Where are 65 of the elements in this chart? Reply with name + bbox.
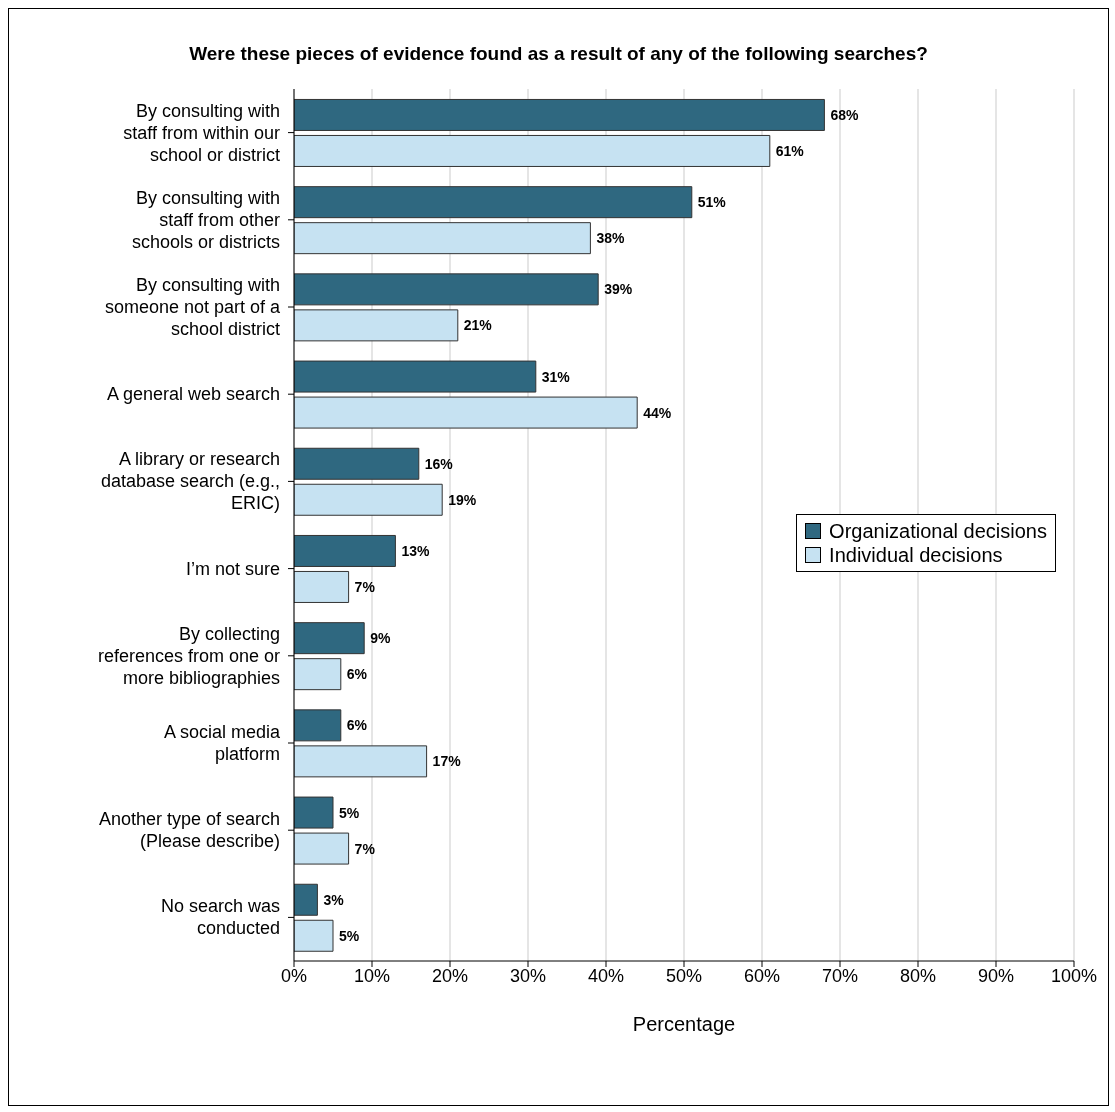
x-tick-label: 0% [280, 965, 308, 986]
data-label: 13% [401, 542, 430, 559]
bar [294, 222, 591, 255]
bar [294, 273, 599, 306]
data-label: 5% [339, 927, 360, 944]
x-tick-label: 50% [665, 965, 703, 986]
y-tick-label: A library or research database search (e.g., ERIC) [100, 449, 280, 514]
data-label: 38% [596, 230, 625, 247]
data-label: 9% [370, 630, 391, 647]
x-tick-label: 80% [899, 965, 937, 986]
bar [294, 98, 825, 131]
bar [294, 360, 537, 393]
x-tick-label: 60% [743, 965, 781, 986]
bar [294, 309, 459, 342]
bar [294, 745, 428, 778]
data-label: 6% [346, 717, 368, 734]
bar [294, 709, 342, 742]
y-tick-label: By consulting with staff from other schools or districts [131, 187, 280, 252]
bar [294, 570, 350, 603]
bar [294, 832, 350, 865]
data-label: 21% [463, 317, 493, 334]
x-tick-label: 10% [353, 965, 391, 986]
x-tick-label: 20% [431, 965, 469, 986]
data-label: 16% [424, 455, 454, 472]
data-label: 3% [323, 891, 345, 908]
data-label: 6% [346, 666, 368, 683]
data-label: 7% [354, 578, 376, 595]
x-tick-label: 70% [821, 965, 859, 986]
data-label: 7% [354, 840, 376, 857]
y-tick-label: A general web search [106, 384, 280, 405]
x-tick-label: 30% [509, 965, 547, 986]
bar [294, 186, 693, 219]
data-label: 68% [830, 106, 859, 123]
bar [294, 919, 334, 952]
legend-label: Organizational decisions [829, 519, 1047, 543]
y-tick-label: By collecting references from one or more bibliographies [97, 623, 280, 688]
data-label: 61% [775, 142, 805, 159]
data-label: 31% [541, 368, 571, 385]
y-tick-label: By consulting with someone not part of a school district [104, 275, 281, 339]
data-label: 51% [697, 194, 727, 211]
data-label: 17% [432, 753, 462, 770]
bar [294, 534, 396, 567]
bar [294, 796, 334, 829]
bar [294, 396, 638, 429]
bar [294, 622, 365, 655]
chart-title: Were these pieces of evidence found as a result of any of the following searches? [188, 43, 929, 65]
y-tick-label: I’m not sure [185, 558, 280, 579]
x-tick-label: 100% [1050, 965, 1098, 986]
x-tick-label: 90% [977, 965, 1015, 986]
bar [294, 883, 318, 916]
x-axis-title: Percentage [632, 1013, 736, 1035]
data-label: 44% [643, 404, 672, 421]
bar [294, 483, 443, 516]
bar [294, 447, 420, 480]
legend-label: Individual decisions [829, 543, 1003, 567]
x-tick-label: 40% [587, 965, 625, 986]
y-tick-label: Another type of search (Please describe) [98, 809, 280, 852]
y-tick-label: No search was conducted [160, 896, 280, 939]
y-tick-label: A social media platform [163, 722, 281, 764]
data-label: 19% [448, 491, 477, 508]
y-tick-label: By consulting with staff from within our school or district [123, 100, 280, 165]
bar [294, 658, 342, 691]
bar [294, 134, 771, 167]
data-label: 39% [604, 281, 633, 298]
data-label: 5% [339, 804, 360, 821]
